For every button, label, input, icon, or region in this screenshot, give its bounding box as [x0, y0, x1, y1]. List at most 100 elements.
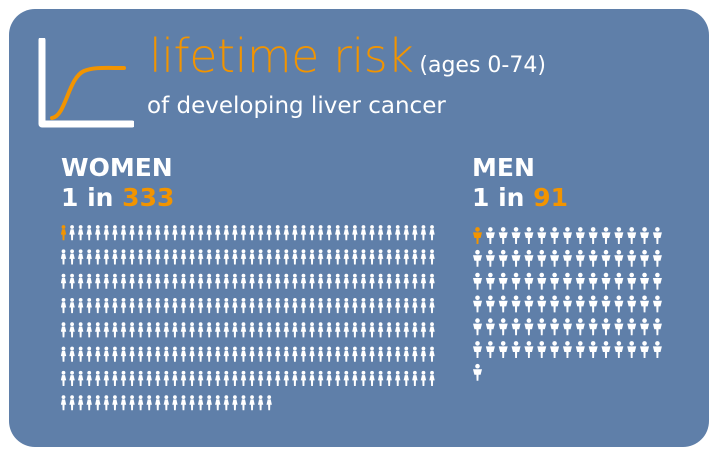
woman-figure: [180, 225, 187, 241]
woman-figure: [343, 346, 350, 362]
woman-figure: [395, 322, 401, 338]
woman-figure: [240, 249, 247, 265]
woman-figure: [335, 273, 341, 289]
man-figure: [575, 227, 585, 244]
man-figure: [485, 272, 495, 290]
man-figure: [524, 295, 534, 313]
woman-figure: [172, 322, 178, 338]
woman-figure: [180, 273, 187, 289]
woman-figure: [120, 298, 127, 314]
woman-figure: [223, 298, 230, 314]
woman-figure: [77, 298, 84, 314]
man-figure: [562, 249, 572, 267]
woman-figure: [163, 346, 170, 362]
man-figure: [511, 272, 521, 290]
woman-figure: [369, 225, 375, 241]
woman-figure: [317, 273, 324, 289]
woman-figure: [206, 322, 212, 338]
man-figure: [524, 318, 534, 336]
woman-figure: [129, 249, 135, 265]
man-figure: [524, 272, 534, 290]
woman-figure: [95, 346, 101, 362]
woman-figure: [137, 298, 144, 314]
woman-figure: [292, 346, 298, 362]
woman-figure: [249, 322, 255, 338]
man-figure: [537, 272, 547, 290]
title-ages: (ages 0-74): [419, 53, 546, 78]
woman-figure: [420, 322, 427, 338]
woman-figure: [420, 225, 427, 241]
man-figure: [498, 341, 508, 358]
woman-figure: [155, 370, 161, 386]
woman-figure: [120, 395, 127, 411]
woman-figure: [403, 225, 409, 241]
man-figure: [575, 249, 585, 267]
woman-figure: [95, 249, 101, 265]
woman-figure: [129, 370, 135, 386]
woman-figure: [172, 273, 178, 289]
man-figure: [652, 295, 662, 313]
woman-figure: [155, 346, 161, 362]
woman-figure: [86, 346, 92, 362]
woman-figure: [369, 346, 375, 362]
woman-figure: [69, 322, 75, 338]
woman-figure: [120, 225, 127, 241]
woman-figure: [232, 370, 238, 386]
woman-figure: [326, 298, 332, 314]
woman-figure: [146, 273, 152, 289]
man-figure: [588, 341, 598, 358]
man-figure: [627, 249, 637, 267]
woman-figure: [206, 225, 212, 241]
woman-figure: [283, 370, 290, 386]
woman-figure: [300, 249, 307, 265]
woman-figure: [95, 322, 101, 338]
woman-figure: [163, 225, 170, 241]
man-figure: [627, 227, 637, 244]
man-figure: [511, 341, 521, 358]
woman-figure: [137, 322, 144, 338]
man-figure-highlighted: [473, 227, 482, 244]
woman-figure: [249, 225, 255, 241]
woman-figure: [95, 395, 101, 411]
woman-figure: [283, 225, 290, 241]
woman-figure: [146, 249, 152, 265]
woman-figure: [223, 322, 230, 338]
woman-figure: [360, 249, 367, 265]
woman-figure: [215, 298, 221, 314]
woman-figure: [326, 249, 332, 265]
woman-figure: [386, 249, 392, 265]
risk-curve-icon: [38, 38, 134, 128]
woman-figure: [137, 249, 144, 265]
women-pictogram-svg: [61, 225, 435, 411]
woman-figure: [412, 249, 418, 265]
woman-figure: [395, 298, 401, 314]
men-pictogram-svg: [473, 227, 662, 381]
woman-figure: [206, 370, 212, 386]
woman-figure: [395, 273, 401, 289]
woman-figure: [137, 370, 144, 386]
woman-figure: [197, 298, 204, 314]
woman-figure: [172, 249, 178, 265]
man-figure: [588, 272, 598, 290]
man-figure: [537, 341, 547, 358]
woman-figure: [240, 370, 247, 386]
man-figure: [627, 295, 637, 313]
man-figure: [601, 341, 611, 358]
woman-figure: [112, 298, 118, 314]
woman-figure: [215, 395, 221, 411]
woman-figure: [223, 395, 230, 411]
woman-figure: [266, 395, 272, 411]
woman-figure: [420, 249, 427, 265]
woman-figure: [240, 225, 247, 241]
woman-figure: [266, 249, 272, 265]
woman-figure: [86, 249, 92, 265]
woman-figure: [275, 322, 281, 338]
man-figure: [652, 272, 662, 290]
woman-figure: [395, 346, 401, 362]
woman-figure: [155, 322, 161, 338]
woman-figure: [257, 273, 264, 289]
woman-figure: [155, 273, 161, 289]
woman-figure: [360, 370, 367, 386]
woman-figure: [352, 298, 358, 314]
woman-figure: [129, 225, 135, 241]
